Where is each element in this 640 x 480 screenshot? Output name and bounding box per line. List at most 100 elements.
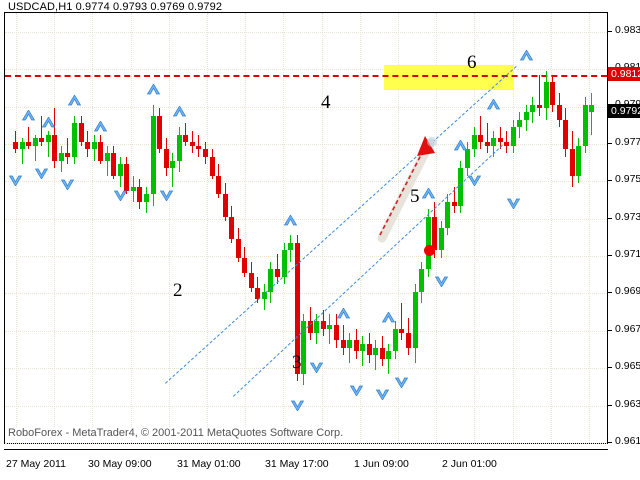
candle-wick xyxy=(15,130,16,154)
candle-body xyxy=(379,347,385,359)
candle-body xyxy=(556,104,562,120)
grid-line-horizontal xyxy=(5,31,607,33)
price-axis[interactable]: 0.98350.98150.97950.97750.97550.97350.97… xyxy=(608,12,640,447)
grid-line-vertical xyxy=(359,13,361,443)
candle-body xyxy=(157,115,163,150)
fractal-down-icon xyxy=(290,400,304,411)
fractal-down-icon xyxy=(35,168,49,179)
entry-signal-dot[interactable] xyxy=(423,245,435,257)
candle-body xyxy=(569,149,575,176)
candle-body xyxy=(58,153,64,161)
candle-body xyxy=(543,82,549,109)
candle-body xyxy=(117,164,123,176)
candle-wick xyxy=(591,93,593,135)
candle-body xyxy=(399,328,405,333)
fractal-up-icon xyxy=(22,109,36,121)
price-tick xyxy=(608,404,612,406)
candle-body xyxy=(497,138,503,142)
candle-body xyxy=(347,340,353,348)
candle-body xyxy=(484,142,490,146)
price-tick xyxy=(608,442,612,443)
time-axis-label: 2 Jun 01:00 xyxy=(442,458,497,470)
candle-body xyxy=(222,194,228,217)
fractal-down-icon xyxy=(349,385,363,396)
target-level-line[interactable] xyxy=(5,74,607,77)
fractal-down-icon xyxy=(375,389,389,400)
candle-body xyxy=(432,216,438,251)
wave-label-5: 5 xyxy=(410,186,420,207)
candle-body xyxy=(504,142,510,146)
candle-body xyxy=(412,291,418,348)
candle-wick xyxy=(47,130,49,157)
candle-body xyxy=(242,257,248,273)
price-axis-label: 0.9835 xyxy=(615,23,640,36)
target-price-label: 0.9812 xyxy=(608,66,640,81)
time-axis-label: 1 Jun 09:00 xyxy=(354,458,409,470)
price-axis-label: 0.9615 xyxy=(615,435,640,447)
price-tick xyxy=(608,292,612,294)
candle-body xyxy=(98,142,104,161)
grid-line-horizontal xyxy=(5,106,607,108)
grid-line-vertical xyxy=(245,13,247,443)
candle-wick xyxy=(172,153,174,187)
candle-body xyxy=(438,228,444,251)
fractal-down-icon xyxy=(506,198,520,209)
price-axis-label: 0.9775 xyxy=(615,135,640,148)
price-axis-label: 0.9695 xyxy=(615,285,640,298)
grid-line-horizontal xyxy=(5,293,607,295)
candle-body xyxy=(209,156,215,176)
fractal-up-icon xyxy=(454,139,468,151)
grid-line-vertical xyxy=(92,13,94,443)
grid-line-vertical xyxy=(168,13,170,443)
candle-body xyxy=(26,142,32,146)
candle-body xyxy=(216,175,222,195)
fractal-down-icon xyxy=(310,362,324,374)
chart-plot-area[interactable]: 2 3 4 5 6 xyxy=(4,12,608,444)
price-axis-label: 0.9755 xyxy=(615,173,640,186)
axis-separator xyxy=(4,449,608,450)
candle-body xyxy=(314,321,320,333)
resistance-zone[interactable] xyxy=(384,65,514,90)
fractal-down-icon xyxy=(113,190,127,202)
candle-wick xyxy=(388,343,390,374)
time-axis-label: 30 May 09:00 xyxy=(88,458,152,470)
channel-upper-line[interactable] xyxy=(165,66,517,384)
candle-body xyxy=(366,343,372,356)
candle-wick xyxy=(499,127,501,150)
fractal-down-icon xyxy=(61,179,75,191)
candle-wick xyxy=(198,134,200,157)
grid-line-vertical xyxy=(589,13,590,443)
candle-body xyxy=(530,104,536,113)
candle-body xyxy=(85,142,91,150)
grid-line-vertical xyxy=(321,13,323,443)
candle-body xyxy=(13,142,18,150)
candle-body xyxy=(510,127,516,146)
candle-body xyxy=(582,104,588,146)
grid-line-vertical xyxy=(16,13,17,443)
fractal-up-icon xyxy=(519,50,533,61)
candle-wick xyxy=(486,123,488,154)
candle-body xyxy=(589,104,595,113)
candle-body xyxy=(458,168,464,206)
candle-wick xyxy=(362,336,364,367)
grid-line-vertical xyxy=(550,13,552,443)
candle-wick xyxy=(342,325,344,356)
candle-body xyxy=(471,134,477,150)
grid-line-horizontal xyxy=(5,218,607,220)
candle-body xyxy=(392,328,398,352)
candle-body xyxy=(111,153,117,176)
price-tick xyxy=(608,30,612,32)
candle-body xyxy=(104,153,110,161)
candle-body xyxy=(386,351,392,359)
candle-body xyxy=(288,242,294,251)
grid-line-horizontal xyxy=(5,181,607,183)
candle-wick xyxy=(506,130,508,154)
forecast-arrow xyxy=(377,136,437,243)
wave-label-3: 3 xyxy=(292,352,302,373)
candle-wick xyxy=(401,302,403,341)
time-axis-label: 27 May 2011 xyxy=(6,458,66,470)
candle-body xyxy=(563,119,569,150)
candle-body xyxy=(130,186,136,191)
candle-body xyxy=(248,272,254,288)
